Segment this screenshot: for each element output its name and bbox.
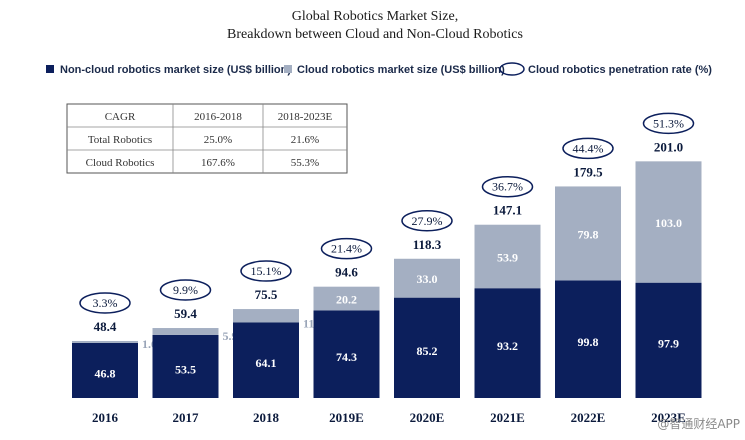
label-total-2021e: 147.1	[493, 203, 522, 218]
legend-label-non-cloud: Non-cloud robotics market size (US$ bill…	[60, 64, 291, 76]
legend-swatch-rate	[499, 62, 525, 76]
label-cloud-2022e: 79.8	[578, 227, 599, 241]
rate-ellipse-2020e	[401, 210, 453, 232]
rate-ellipse-2018	[240, 260, 292, 282]
bar-non-cloud-2017	[152, 334, 219, 398]
bar-cloud-2020e	[394, 258, 460, 298]
label-cloud-2019e: 20.2	[336, 293, 357, 307]
x-tick-2017: 2017	[173, 410, 200, 425]
rate-label-2016: 3.3%	[93, 296, 118, 310]
label-total-2020e: 118.3	[413, 237, 442, 252]
x-tick-2023e: 2023E	[651, 410, 686, 425]
bar-cloud-2019e	[313, 286, 380, 311]
cagr-row-total-label: Total Robotics	[88, 134, 152, 146]
rate-ellipse-2019e	[320, 237, 373, 260]
x-tick-2020e: 2020E	[410, 410, 445, 425]
bar-non-cloud-2020e	[394, 297, 460, 398]
cagr-header-period-2: 2018-2023E	[278, 111, 333, 123]
rate-ellipse-2022e	[562, 137, 614, 160]
legend: Non-cloud robotics market size (US$ bill…	[46, 62, 712, 76]
rate-label-2023e: 51.3%	[653, 116, 684, 130]
cagr-row-cloud-period-2: 55.3%	[291, 157, 319, 169]
label-cloud-2021e: 53.9	[497, 250, 518, 264]
rate-label-2018: 15.1%	[251, 264, 282, 278]
label-total-2023e: 201.0	[654, 139, 683, 154]
label-non-cloud-2016: 46.8	[95, 366, 116, 380]
rate-label-2021e: 36.7%	[492, 180, 523, 194]
x-tick-2022e: 2022E	[571, 410, 606, 425]
bar-non-cloud-2016	[72, 342, 138, 398]
rate-ellipse-2017	[159, 279, 212, 301]
label-total-2018: 75.5	[255, 287, 278, 302]
label-cloud-2023e: 103.0	[655, 216, 682, 230]
bar-non-cloud-2018	[233, 322, 299, 398]
legend-swatch-non-cloud	[46, 65, 54, 73]
label-non-cloud-2017: 53.5	[175, 362, 196, 376]
cagr-table-border	[66, 103, 348, 174]
chart-title-line-2: Breakdown between Cloud and Non-Cloud Ro…	[227, 27, 523, 42]
x-tick-2016: 2016	[92, 410, 119, 425]
label-non-cloud-2020e: 85.2	[417, 344, 438, 358]
label-total-2019e: 94.6	[335, 265, 358, 280]
x-tick-2019e: 2019E	[329, 410, 364, 425]
cagr-row-cloud-period-1: 167.6%	[201, 157, 235, 169]
chart-title-line-1: Global Robotics Market Size,	[292, 9, 458, 24]
cagr-header-period-1: 2016-2018	[194, 111, 242, 123]
cagr-table: CAGR 2016-2018 2018-2023E Total Robotics…	[66, 103, 348, 174]
rate-ellipse-2016	[79, 292, 131, 314]
label-non-cloud-2022e: 99.8	[578, 335, 599, 349]
rate-label-2022e: 44.4%	[573, 141, 604, 155]
bar-non-cloud-2022e	[555, 280, 621, 398]
label-non-cloud-2023e: 97.9	[658, 336, 679, 350]
rate-label-2020e: 27.9%	[412, 214, 443, 228]
label-non-cloud-2021e: 93.2	[497, 339, 518, 353]
label-non-cloud-2018: 64.1	[256, 356, 277, 370]
x-tick-2018: 2018	[253, 410, 280, 425]
bar-area: 46.81.648.43.3%201653.55.959.49.9%201764…	[72, 112, 702, 425]
legend-swatch-cloud	[284, 65, 292, 73]
rate-label-2019e: 21.4%	[331, 242, 362, 256]
bar-cloud-2016	[72, 340, 138, 343]
bar-cloud-2017	[152, 328, 219, 335]
cagr-row-cloud-label: Cloud Robotics	[86, 157, 155, 169]
legend-label-cloud: Cloud robotics market size (US$ billion)	[297, 64, 505, 76]
bar-cloud-2022e	[555, 186, 621, 281]
bar-cloud-2018	[233, 309, 299, 323]
cagr-row-total-period-1: 25.0%	[204, 134, 232, 146]
bar-non-cloud-2023e	[635, 282, 702, 398]
bar-non-cloud-2021e	[474, 288, 541, 398]
cagr-row-total-period-2: 21.6%	[291, 134, 319, 146]
bar-cloud-2021e	[474, 224, 541, 289]
label-total-2016: 48.4	[94, 319, 117, 334]
rate-ellipse-2023e	[642, 112, 695, 135]
watermark: @智通财经APP	[657, 416, 740, 431]
label-non-cloud-2019e: 74.3	[336, 350, 357, 364]
legend-label-rate: Cloud robotics penetration rate (%)	[528, 64, 712, 76]
cagr-header-label: CAGR	[105, 111, 136, 123]
bar-cloud-2023e	[635, 161, 702, 283]
x-tick-2021e: 2021E	[490, 410, 525, 425]
label-total-2022e: 179.5	[573, 164, 603, 179]
label-total-2017: 59.4	[174, 306, 197, 321]
label-cloud-2020e: 33.0	[417, 272, 438, 286]
bar-non-cloud-2019e	[313, 310, 380, 398]
rate-label-2017: 9.9%	[173, 283, 198, 297]
rate-ellipse-2021e	[481, 175, 534, 198]
